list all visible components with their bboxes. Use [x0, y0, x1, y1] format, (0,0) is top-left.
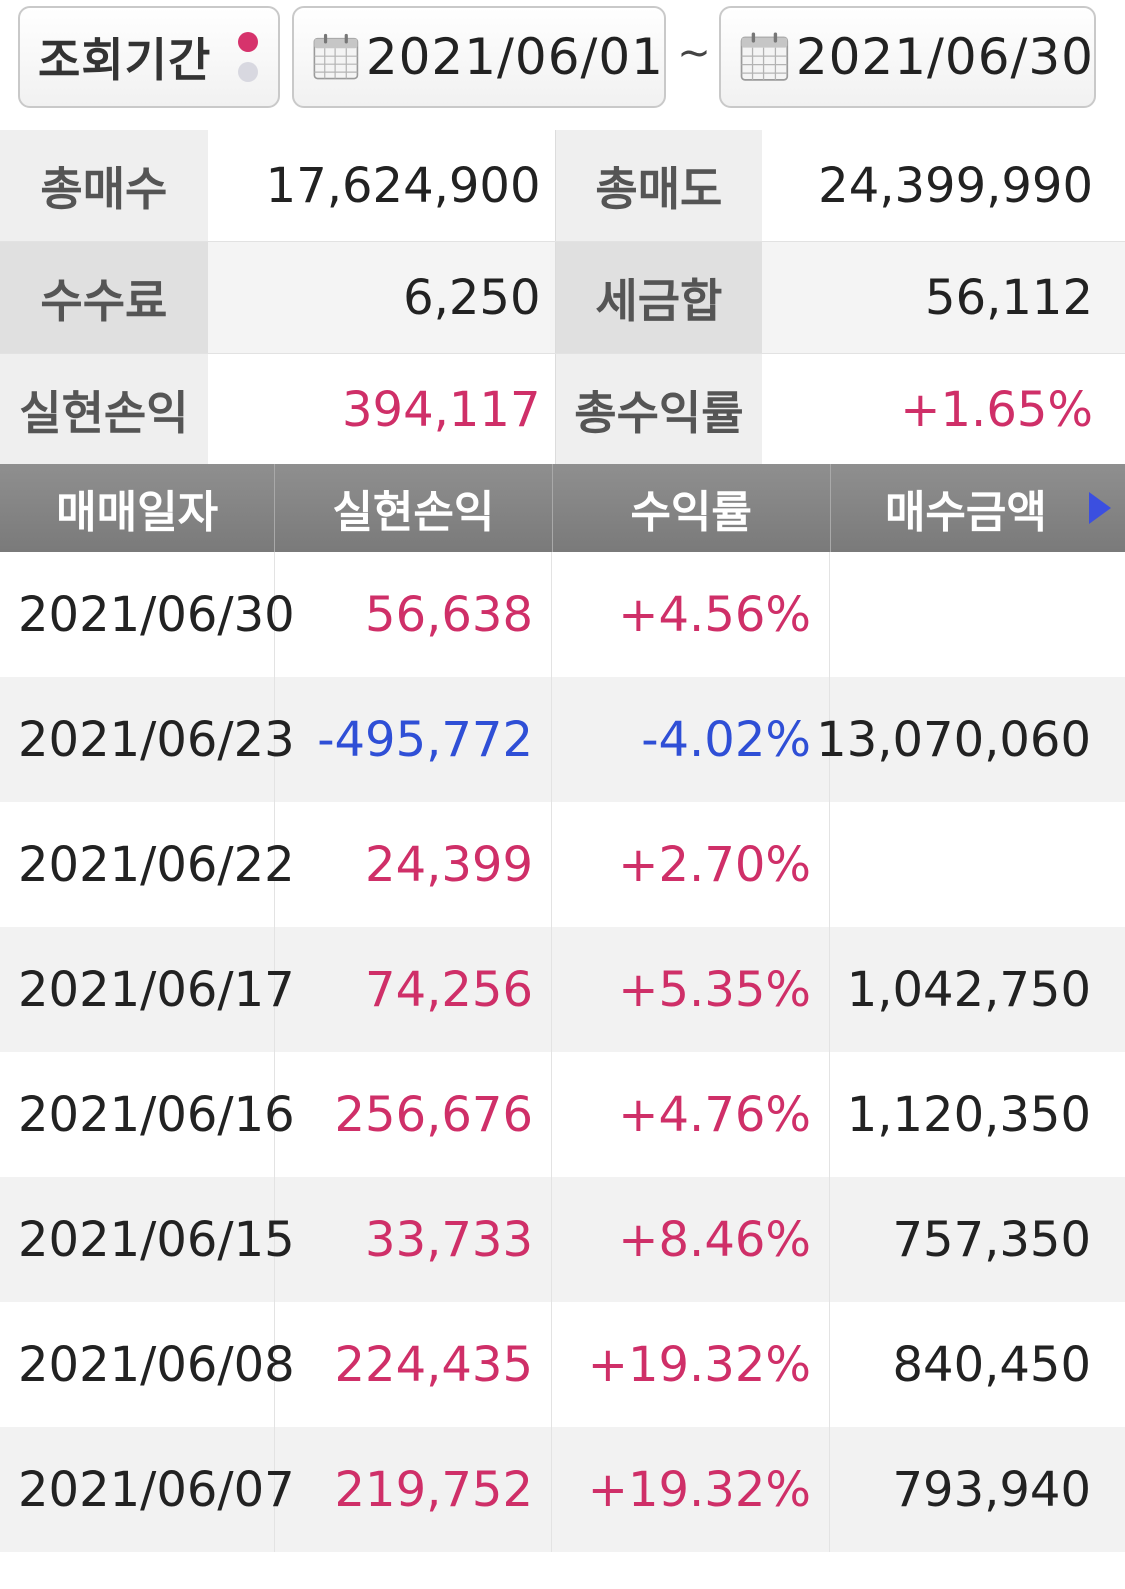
cell-return-rate: +4.76% [552, 1052, 830, 1177]
cell-return-rate: +5.35% [552, 927, 830, 1052]
total-buy-value: 17,624,900 [207, 130, 555, 241]
calendar-icon [313, 33, 359, 80]
tax-value: 56,112 [762, 242, 1125, 353]
cell-return-rate: +4.56% [552, 552, 830, 677]
header-return-rate[interactable]: 수익률 [553, 464, 831, 552]
cell-buy-amount: 13,070,060 [816, 711, 1091, 768]
cell-trade-date: 2021/06/17 [0, 927, 295, 1052]
summary-row: 총매수 17,624,900 총매도 24,399,990 [0, 130, 1125, 242]
cell-return-rate: +19.32% [552, 1427, 830, 1552]
start-date-button[interactable]: 2021/06/01 [292, 6, 666, 108]
cell-trade-date: 2021/06/22 [0, 802, 295, 927]
end-date-button[interactable]: 2021/06/30 [719, 6, 1096, 108]
cell-return-rate: -4.02% [552, 677, 830, 802]
cell-buy-amount: 1,042,750 [846, 961, 1091, 1018]
cell-return-rate: +2.70% [552, 802, 830, 927]
fee-label: 수수료 [0, 242, 208, 353]
table-row[interactable]: 2021/06/22 24,399 +2.70% [0, 802, 1125, 927]
table-row[interactable]: 2021/06/23 -495,772 -4.02% 13,070,060 [0, 677, 1125, 802]
summary-row: 수수료 6,250 세금합 56,112 [0, 242, 1125, 354]
cell-buy-amount [830, 802, 1125, 927]
table-row[interactable]: 2021/06/07 219,752 +19.32% 793,940 [0, 1427, 1125, 1552]
cell-realized-pnl: 74,256 [275, 927, 552, 1052]
cell-realized-pnl: -495,772 [275, 677, 552, 802]
table-row[interactable]: 2021/06/16 256,676 +4.76% 1,120,350 [0, 1052, 1125, 1177]
trade-table: 매매일자 실현손익 수익률 매수금액 2021/06/30 56,638 +4.56… [0, 464, 1125, 1552]
table-row[interactable]: 2021/06/17 74,256 +5.35% 1,042,750 [0, 927, 1125, 1052]
header-buy-amount-label: 매수금액 [884, 487, 1047, 538]
cell-return-rate: +19.32% [552, 1302, 830, 1427]
table-row[interactable]: 2021/06/30 56,638 +4.56% [0, 552, 1125, 677]
cell-buy-amount: 757,350 [892, 1211, 1092, 1268]
cell-trade-date: 2021/06/23 [0, 677, 295, 802]
cell-realized-pnl: 219,752 [275, 1427, 552, 1552]
table-body: 2021/06/30 56,638 +4.56% 2021/06/23 -495,772… [0, 552, 1125, 1552]
period-label: 조회기간 [38, 33, 212, 87]
total-return-value: +1.65% [762, 354, 1125, 465]
cell-buy-amount: 840,450 [892, 1336, 1092, 1393]
total-sell-label: 총매도 [554, 130, 763, 241]
table-row[interactable]: 2021/06/15 33,733 +8.46% 757,350 [0, 1177, 1125, 1302]
realized-label: 실현손익 [0, 354, 208, 465]
cell-trade-date: 2021/06/30 [0, 552, 295, 677]
start-date: 2021/06/01 [365, 28, 664, 86]
filter-bar: 조회기간 2021/06/01 ~ [0, 0, 1125, 130]
total-return-label: 총수익률 [554, 354, 763, 465]
cell-trade-date: 2021/06/08 [0, 1302, 295, 1427]
cell-buy-amount [830, 552, 1125, 677]
header-trade-date[interactable]: 매매일자 [0, 464, 276, 552]
dot-inactive [238, 62, 258, 82]
cell-realized-pnl: 24,399 [275, 802, 552, 927]
dot-active [238, 32, 258, 52]
cell-buy-amount: 793,940 [892, 1461, 1092, 1518]
table-header: 매매일자 실현손익 수익률 매수금액 [0, 464, 1125, 552]
summary-row: 실현손익 394,117 총수익률 +1.65% [0, 354, 1125, 467]
table-row[interactable]: 2021/06/08 224,435 +19.32% 840,450 [0, 1302, 1125, 1427]
cell-realized-pnl: 33,733 [275, 1177, 552, 1302]
cell-realized-pnl: 256,676 [275, 1052, 552, 1177]
cell-return-rate: +8.46% [552, 1177, 830, 1302]
date-separator: ~ [677, 30, 711, 76]
scroll-right-arrow-icon[interactable] [1089, 492, 1112, 524]
cell-trade-date: 2021/06/16 [0, 1052, 295, 1177]
total-sell-value: 24,399,990 [762, 130, 1125, 241]
summary-panel: 총매수 17,624,900 총매도 24,399,990 수수료 6,250 … [0, 130, 1125, 467]
cell-trade-date: 2021/06/15 [0, 1177, 295, 1302]
cell-realized-pnl: 56,638 [275, 552, 552, 677]
header-buy-amount[interactable]: 매수금액 [831, 464, 1125, 552]
fee-value: 6,250 [207, 242, 555, 353]
tax-label: 세금합 [554, 242, 763, 353]
period-toggle-dots [238, 32, 258, 82]
period-button[interactable]: 조회기간 [18, 6, 280, 108]
end-date: 2021/06/30 [795, 28, 1094, 86]
total-buy-label: 총매수 [0, 130, 208, 241]
calendar-icon [740, 32, 789, 81]
cell-trade-date: 2021/06/07 [0, 1427, 295, 1552]
cell-buy-amount: 1,120,350 [846, 1086, 1091, 1143]
cell-realized-pnl: 224,435 [275, 1302, 552, 1427]
realized-value: 394,117 [207, 354, 555, 465]
header-realized-pnl[interactable]: 실현손익 [275, 464, 553, 552]
